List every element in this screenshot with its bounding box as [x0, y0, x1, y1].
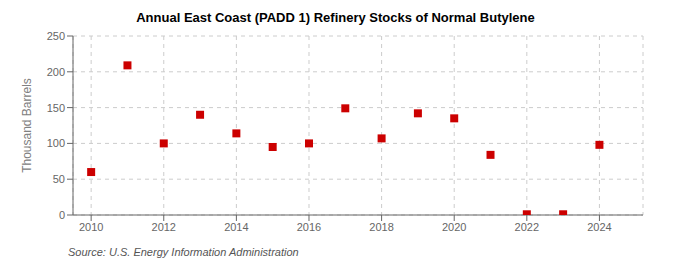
svg-text:2014: 2014 [224, 221, 248, 233]
html-text:Source: U.S. Energy Informatio: Source: U.S. Energy Information Administ… [68, 246, 299, 258]
svg-text:2022: 2022 [515, 221, 539, 233]
svg-text:50: 50 [53, 173, 65, 185]
svg-text:2012: 2012 [152, 221, 176, 233]
svg-text:200: 200 [47, 66, 65, 78]
svg-text:2024: 2024 [587, 221, 611, 233]
svg-text:2010: 2010 [79, 221, 103, 233]
svg-text:2018: 2018 [369, 221, 393, 233]
svg-text:0: 0 [59, 209, 65, 221]
svg-text:250: 250 [47, 30, 65, 42]
svg-text:100: 100 [47, 137, 65, 149]
html-text:Annual East Coast (PADD 1) Ref: Annual East Coast (PADD 1) Refinery Stoc… [136, 10, 535, 25]
svg-text:Thousand Barrels: Thousand Barrels [20, 78, 34, 173]
svg-text:2016: 2016 [297, 221, 321, 233]
svg-text:2020: 2020 [442, 221, 466, 233]
svg-text:150: 150 [47, 102, 65, 114]
